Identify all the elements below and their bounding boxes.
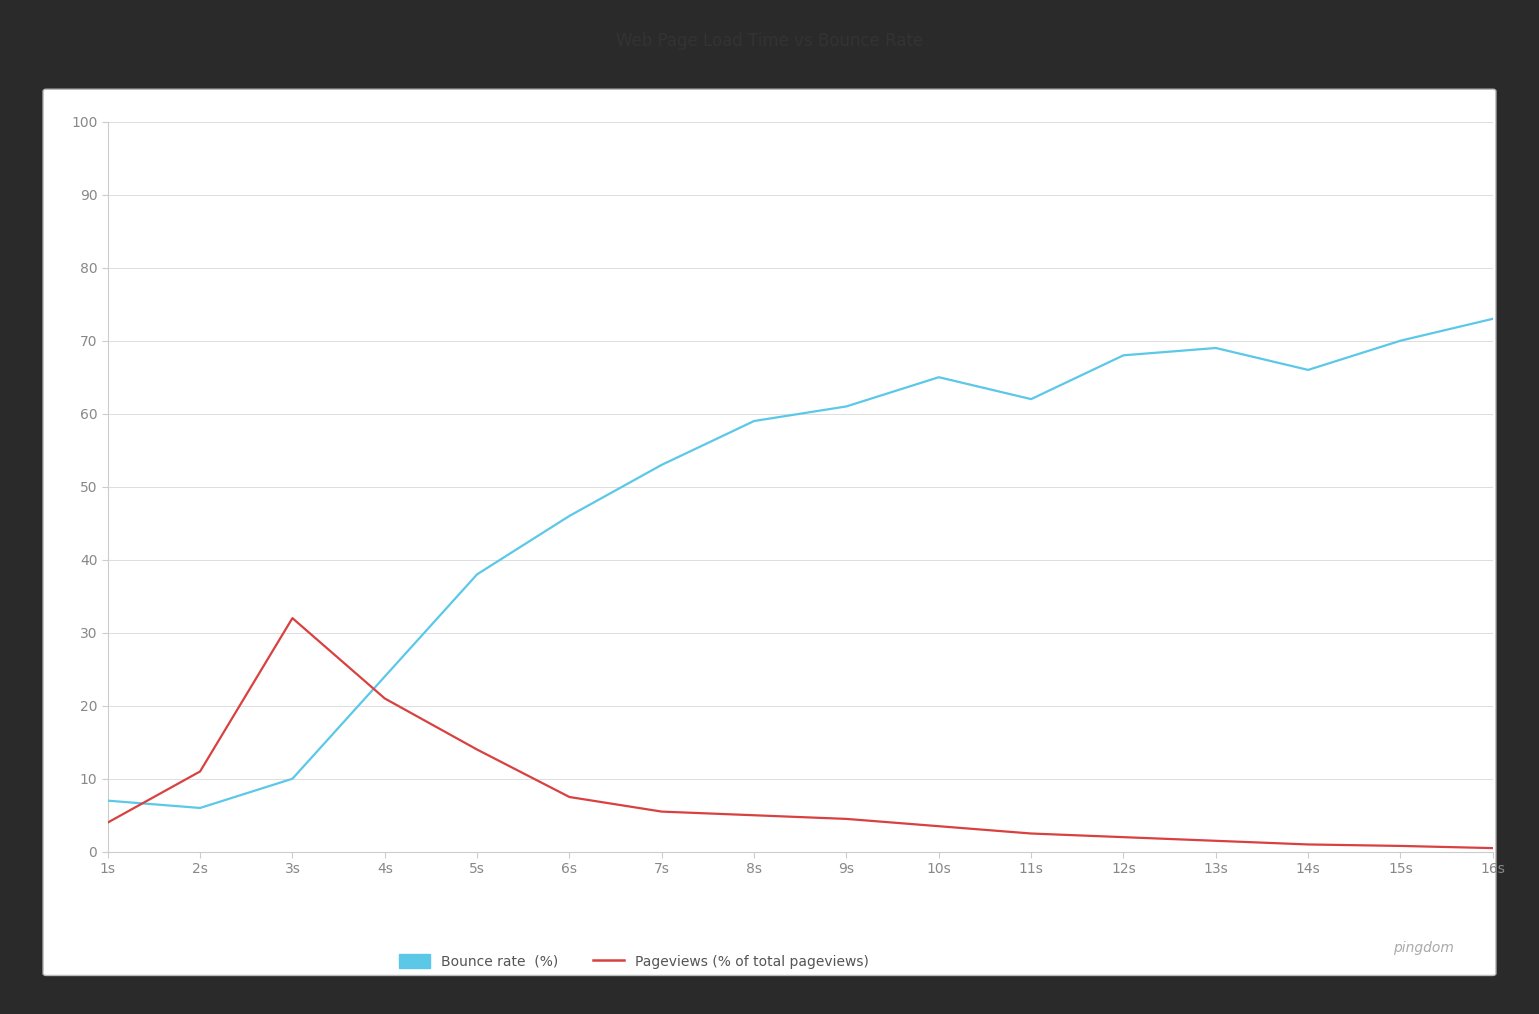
Text: Web Page Load Time vs Bounce Rate: Web Page Load Time vs Bounce Rate — [616, 31, 923, 50]
Text: pingdom: pingdom — [1393, 941, 1454, 955]
Legend: Bounce rate  (%), Pageviews (% of total pageviews): Bounce rate (%), Pageviews (% of total p… — [400, 954, 868, 969]
